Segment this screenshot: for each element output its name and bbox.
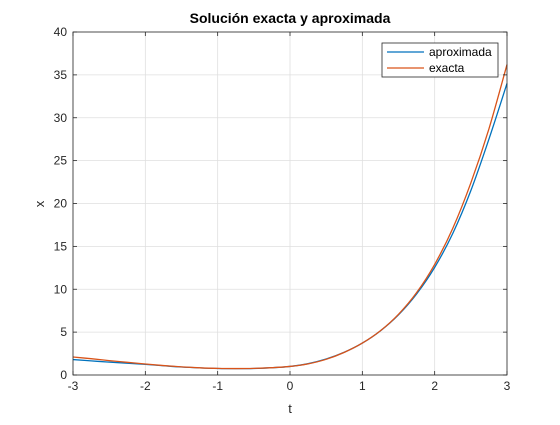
y-axis-label: x xyxy=(32,200,47,207)
y-tick-label: 10 xyxy=(54,282,68,296)
x-axis-label: t xyxy=(288,401,292,416)
x-tick-label: -3 xyxy=(68,379,79,393)
y-tick-label: 35 xyxy=(54,68,68,82)
legend-label-exacta: exacta xyxy=(429,61,465,75)
x-tick-label: -1 xyxy=(212,379,223,393)
y-tick-label: 40 xyxy=(54,25,68,39)
x-tick-label: 1 xyxy=(359,379,366,393)
x-tick-label: -2 xyxy=(140,379,151,393)
y-tick-label: 30 xyxy=(54,111,68,125)
y-tick-label: 20 xyxy=(54,197,68,211)
y-tick-label: 5 xyxy=(60,325,67,339)
series-line-exacta xyxy=(72,64,508,370)
x-tick-label: 2 xyxy=(431,379,438,393)
x-tick-label: 3 xyxy=(504,379,511,393)
chart-title: Solución exacta y aproximada xyxy=(190,10,391,26)
y-tick-label: 15 xyxy=(54,239,68,253)
legend: aproximada exacta xyxy=(381,42,499,78)
ticks xyxy=(72,31,508,376)
series-layer xyxy=(72,64,508,370)
legend-label-aproximada: aproximada xyxy=(429,45,492,59)
y-tick-label: 25 xyxy=(54,154,68,168)
y-tick-label: 0 xyxy=(60,368,67,382)
legend-box xyxy=(381,42,499,78)
x-tick-label: 0 xyxy=(287,379,294,393)
